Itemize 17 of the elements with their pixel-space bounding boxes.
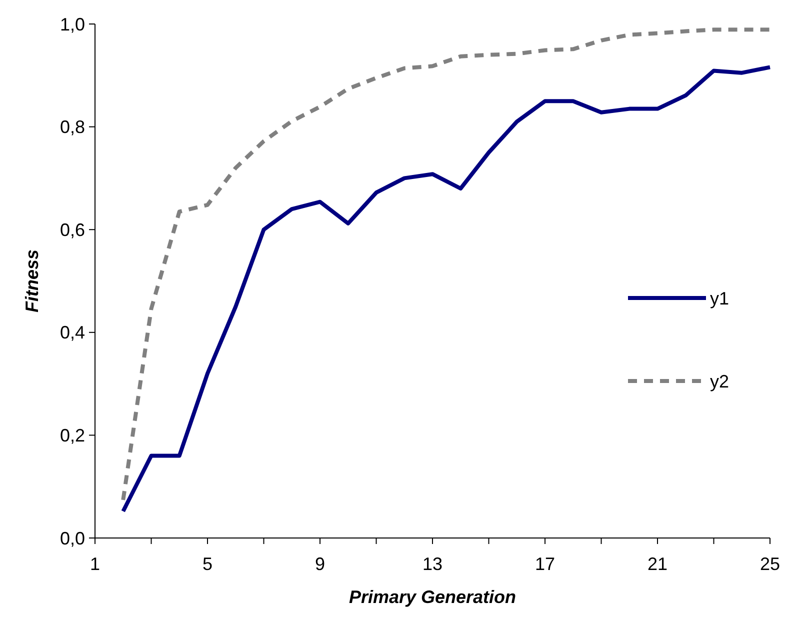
x-tick-label: 21	[647, 554, 668, 574]
x-tick-label: 25	[760, 554, 780, 574]
legend-label: y2	[710, 371, 730, 392]
y-tick-label: 0,2	[60, 426, 85, 446]
x-tick-label: 17	[534, 554, 556, 574]
y-tick-label: 0,8	[60, 117, 85, 138]
x-axis-title: Primary Generation	[348, 587, 516, 607]
x-tick-label: 9	[314, 554, 326, 574]
x-tick-label: 1	[90, 554, 100, 574]
y-tick-label: 0,4	[60, 322, 85, 343]
legend-label: y1	[710, 288, 730, 308]
x-tick-label: 13	[422, 554, 443, 574]
y-tick-label: 0,0	[60, 528, 85, 548]
y-tick-label: 0,6	[60, 220, 85, 240]
y-axis-title: Fitness	[22, 249, 42, 313]
y-tick-label: 1,0	[60, 14, 85, 34]
x-tick-label: 5	[202, 554, 213, 574]
